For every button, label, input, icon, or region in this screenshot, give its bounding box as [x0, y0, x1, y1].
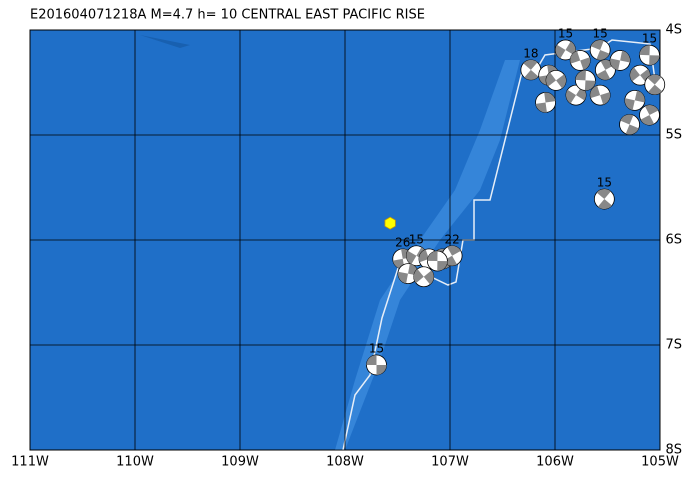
beachball-quadrant	[437, 261, 448, 272]
depth-label: 15	[642, 32, 657, 46]
beachball-quadrant	[555, 44, 566, 59]
beachball-quadrant	[625, 124, 639, 135]
beachball-quadrant	[570, 50, 581, 64]
lon-label: 111W	[11, 455, 49, 470]
beachball-quadrant	[413, 268, 424, 284]
beachball	[413, 266, 435, 288]
beachball-quadrant	[584, 80, 596, 91]
beachball-quadrant	[620, 50, 631, 63]
lon-label: 109W	[221, 455, 259, 470]
beachball-quadrant	[556, 74, 567, 89]
lon-label: 110W	[116, 455, 154, 470]
beachball-quadrant	[596, 49, 610, 60]
map-title: E201604071218A M=4.7 h= 10 CENTRAL EAST …	[30, 8, 425, 23]
beachball	[644, 74, 666, 95]
beachball	[619, 114, 640, 135]
beachball	[624, 89, 646, 111]
beachball-quadrant	[575, 70, 586, 81]
beachball-quadrant	[640, 115, 655, 126]
beachball-quadrant	[634, 90, 645, 103]
depth-label: 22	[444, 232, 459, 246]
beachball-quadrant	[398, 271, 408, 284]
beachball-quadrant	[524, 69, 539, 80]
beachball-quadrant	[419, 249, 429, 263]
lon-label: 108W	[326, 455, 364, 470]
lat-label: 8S	[665, 443, 682, 458]
depth-label: 15	[593, 26, 608, 40]
beachball-quadrant	[596, 69, 611, 80]
depth-label: 15	[558, 26, 573, 40]
beachball	[589, 39, 611, 61]
lat-label: 7S	[665, 338, 682, 353]
beachball	[609, 50, 631, 71]
beachball-quadrant	[423, 270, 434, 285]
beachball	[595, 59, 616, 81]
beachball-quadrant	[376, 364, 387, 375]
depth-label: 26	[395, 235, 410, 249]
beachball-quadrant	[406, 250, 417, 265]
beachball-quadrant	[596, 189, 611, 200]
beachball-quadrant	[523, 59, 538, 70]
beachball	[366, 354, 387, 376]
beachball-quadrant	[647, 74, 662, 85]
beachball-quadrant	[447, 245, 461, 256]
beachball-quadrant	[590, 85, 601, 99]
beachball	[555, 39, 576, 61]
beachball-quadrant	[597, 199, 612, 210]
beachball	[639, 104, 660, 126]
beachball-quadrant	[648, 84, 663, 95]
beachball-quadrant	[565, 41, 576, 56]
beachball-quadrant	[366, 354, 377, 365]
beachball	[593, 188, 615, 210]
depth-label: 15	[369, 341, 384, 355]
beachball	[535, 92, 556, 113]
beachball	[589, 84, 611, 106]
beachball	[639, 44, 660, 66]
beachball-quadrant	[630, 67, 641, 82]
lat-label: 5S	[665, 128, 682, 143]
beachball-quadrant	[580, 57, 591, 70]
beachball	[569, 50, 591, 71]
beachball	[565, 84, 587, 106]
lat-label: 4S	[665, 23, 682, 38]
seamount	[140, 35, 190, 48]
depth-label: 18	[523, 46, 538, 60]
beachball	[426, 250, 448, 272]
beachball-quadrant	[610, 58, 621, 71]
lon-label: 107W	[431, 455, 469, 470]
lat-label: 6S	[665, 233, 682, 248]
beachball-quadrant	[649, 55, 660, 66]
beachball-quadrant	[535, 102, 547, 113]
beachball-quadrant	[644, 105, 659, 116]
beachball	[575, 70, 596, 91]
beachball-quadrant	[639, 45, 650, 56]
beachball	[520, 59, 542, 81]
epicenter	[384, 216, 396, 230]
beachball	[545, 70, 567, 91]
depth-label: 15	[597, 176, 612, 190]
beachball-quadrant	[566, 89, 576, 104]
beachball-quadrant	[600, 92, 611, 105]
beachball-quadrant	[427, 251, 438, 261]
depth-label: 15	[409, 232, 424, 246]
beachball-quadrant	[624, 98, 635, 111]
beachball-quadrant	[546, 72, 557, 87]
beachball-quadrant	[544, 92, 556, 103]
beachball-quadrant	[590, 39, 604, 50]
lon-label: 105W	[641, 455, 679, 470]
graticule: 111W 110W 109W 108W 107W 106W 105W 4S 5S 6S 7S 8S	[11, 23, 682, 470]
lon-label: 106W	[536, 455, 574, 470]
beachball-quadrant	[620, 114, 634, 125]
